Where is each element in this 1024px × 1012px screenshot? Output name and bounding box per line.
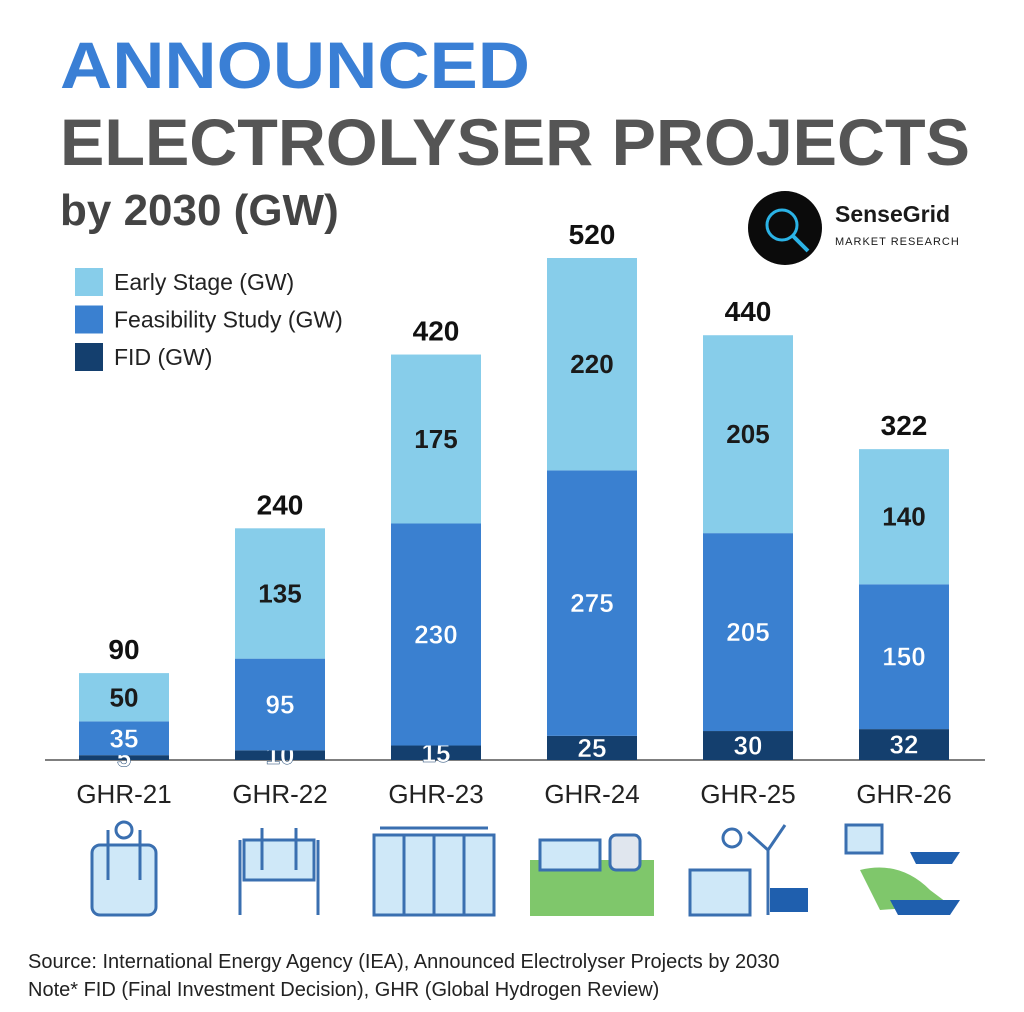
source-note: Source: International Energy Agency (IEA…: [28, 951, 780, 973]
bar-segment: [79, 721, 169, 756]
total-label: 440: [725, 296, 772, 327]
icon-cell: [238, 828, 320, 915]
bar-segment: [703, 335, 793, 534]
total-label: 420: [413, 316, 460, 347]
segment-label: 150: [882, 642, 925, 672]
total-label: 520: [569, 219, 616, 250]
segment-label: 35: [110, 723, 139, 753]
segment-label: 50: [110, 682, 139, 712]
footnote: Note* FID (Final Investment Decision), G…: [28, 979, 659, 1001]
x-tick-label: GHR-23: [388, 779, 483, 809]
bar-segment: [391, 354, 481, 524]
chart-title: ELECTROLYSER PROJECTS: [60, 105, 970, 179]
segment-label: 220: [570, 349, 613, 379]
segment-label: 175: [414, 424, 457, 454]
legend-label: Early Stage (GW): [114, 269, 294, 295]
x-tick-label: GHR-21: [76, 779, 171, 809]
x-tick-label: GHR-22: [232, 779, 327, 809]
bar-segment: [79, 755, 169, 760]
segment-label: 230: [414, 620, 457, 650]
segment-label: 135: [258, 578, 301, 608]
x-tick-label: GHR-24: [544, 779, 639, 809]
bar-segment: [859, 449, 949, 585]
legend-label: Feasibility Study (GW): [114, 307, 343, 333]
bar-segment: [703, 731, 793, 760]
x-tick-label: GHR-25: [700, 779, 795, 809]
bar-segment: [79, 673, 169, 722]
total-label: 90: [108, 634, 139, 665]
bar-segment: [547, 735, 637, 760]
total-label: 240: [257, 489, 304, 520]
logo-gear: [765, 208, 799, 242]
segment-label: 25: [578, 733, 607, 763]
legend-swatch: [75, 268, 103, 296]
icons: [90, 820, 960, 917]
logo-badge: [748, 191, 822, 265]
chart-title: ANNOUNCED: [60, 28, 530, 102]
bar-segment: [235, 528, 325, 659]
logo-tagline: MARKET RESEARCH: [835, 236, 960, 248]
x-tick-label: GHR-26: [856, 779, 951, 809]
total-label: 322: [881, 410, 928, 441]
bar-segment: [391, 745, 481, 760]
logo: SenseGrid MARKET RESEARCH: [748, 191, 960, 265]
bar-segment: [235, 658, 325, 751]
icon-plant: [530, 833, 654, 916]
chart-subtitle: by 2030 (GW): [60, 186, 339, 235]
legend-swatch: [75, 343, 103, 371]
segment-label: 205: [726, 419, 769, 449]
segment-label: 32: [890, 730, 919, 760]
segment-label: 275: [570, 588, 613, 618]
bar-segment: [235, 750, 325, 760]
legend-swatch: [75, 305, 103, 334]
legend-label: FID (GW): [114, 344, 212, 370]
icon-beaker: [90, 820, 158, 917]
logo-name: SenseGrid: [835, 201, 950, 227]
icon-stack: [372, 826, 496, 917]
icon-renewables: [688, 824, 808, 917]
logo-handle: [791, 234, 810, 253]
segment-label: 30: [734, 731, 763, 761]
segment-label: 95: [266, 689, 295, 719]
bar-segment: [547, 258, 637, 471]
segment-label: 140: [882, 502, 925, 532]
bar-segment: [859, 584, 949, 730]
bar-segment: [703, 533, 793, 732]
bar-segment: [547, 470, 637, 736]
segment-label: 205: [726, 617, 769, 647]
bar-segment: [391, 523, 481, 746]
icon-shipping: [844, 823, 960, 915]
bar-segment: [859, 729, 949, 760]
